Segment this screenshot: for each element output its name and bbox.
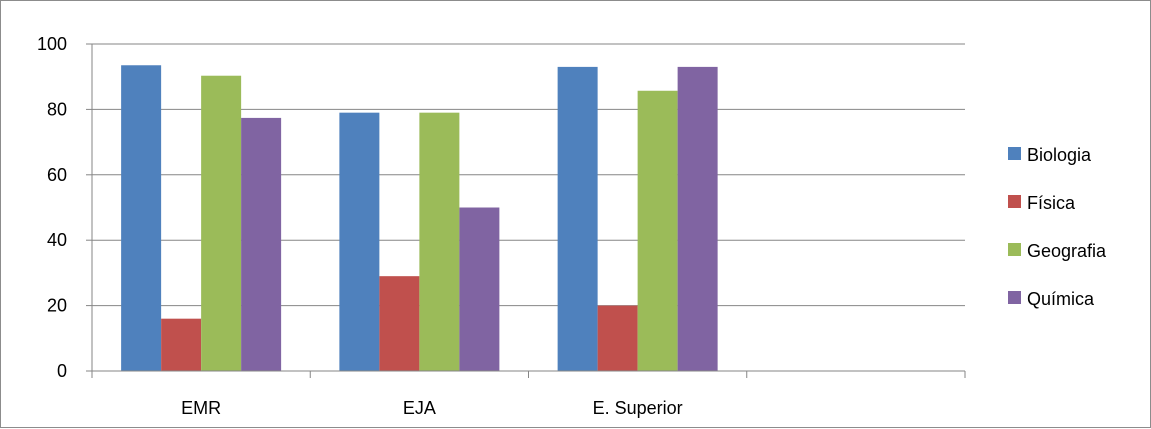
legend-label: Geografia	[1027, 241, 1107, 261]
y-tick-label: 40	[47, 230, 67, 250]
bar-geografia	[201, 75, 242, 372]
legend-label: Química	[1027, 289, 1095, 309]
legend-swatch-geografia	[1008, 243, 1021, 256]
x-category-label: EMR	[181, 398, 221, 418]
x-category-label: E. Superior	[593, 398, 683, 418]
legend-label: Biologia	[1027, 145, 1092, 165]
y-tick-label: 100	[37, 34, 67, 54]
legend-swatch-biologia	[1008, 147, 1021, 160]
x-category-label: EJA	[403, 398, 436, 418]
y-tick-label: 60	[47, 165, 67, 185]
legend-swatch-física	[1008, 195, 1021, 208]
y-tick-label: 0	[57, 361, 67, 381]
legend-swatch-química	[1008, 291, 1021, 304]
legend: Biologia Física Geografia Química	[1008, 145, 1107, 309]
bars	[121, 65, 718, 372]
y-tick-label: 20	[47, 296, 67, 316]
bar-física	[379, 276, 420, 371]
bar-geografia	[637, 90, 678, 372]
x-axis-category-labels: EMR EJA E. Superior	[181, 398, 683, 418]
legend-label: Física	[1027, 193, 1076, 213]
bar-biologia	[339, 112, 380, 372]
y-tick-label: 80	[47, 99, 67, 119]
bar-física	[597, 305, 638, 371]
axes	[86, 43, 966, 378]
y-axis-tick-labels: 0 20 40 60 80 100	[37, 34, 67, 381]
bar-geografia	[419, 112, 460, 372]
bar-biologia	[557, 66, 598, 371]
bar-química	[459, 207, 500, 371]
bar-química	[241, 117, 282, 371]
bar-física	[161, 318, 202, 371]
bar-química	[677, 66, 718, 371]
bar-biologia	[121, 65, 162, 371]
